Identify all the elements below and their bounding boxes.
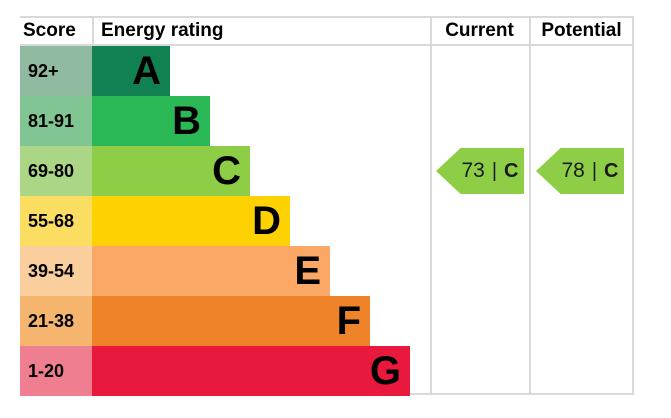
band-bar-b: B	[92, 96, 210, 146]
score-range: 69-80	[20, 146, 92, 196]
potential-score-value: 78	[561, 159, 585, 182]
current-score-value: 73	[461, 159, 485, 182]
score-range: 21-38	[20, 296, 92, 346]
band-letter: B	[172, 99, 201, 143]
table-top-border	[20, 16, 634, 18]
band-row-c: 69-80 C	[20, 146, 634, 196]
band-bar-d: D	[92, 196, 290, 246]
current-score-separator: |	[491, 159, 498, 182]
current-potential-divider	[529, 16, 531, 395]
band-letter: D	[252, 199, 281, 243]
potential-score-separator: |	[591, 159, 598, 182]
band-row-a: 92+ A	[20, 46, 634, 96]
current-column-header: Current	[445, 20, 514, 41]
band-bar-e: E	[92, 246, 330, 296]
score-column-header: Score	[23, 20, 76, 41]
band-row-f: 21-38 F	[20, 296, 634, 346]
score-range: 1-20	[20, 346, 92, 396]
potential-column-header: Potential	[541, 20, 622, 41]
band-row-d: 55-68 D	[20, 196, 634, 246]
rating-table: Score Energy rating Current Potential 92…	[20, 16, 634, 396]
current-band-letter: C	[504, 159, 519, 182]
band-bar-f: F	[92, 296, 370, 346]
band-row-b: 81-91 B	[20, 96, 634, 146]
header-bottom-border	[20, 44, 634, 46]
band-letter: C	[212, 149, 241, 193]
potential-band-letter: C	[604, 159, 619, 182]
table-right-border	[632, 16, 634, 395]
score-range: 81-91	[20, 96, 92, 146]
score-range: 39-54	[20, 246, 92, 296]
band-letter: F	[336, 299, 361, 343]
band-bar-g: G	[92, 346, 410, 396]
band-letter: G	[369, 349, 401, 393]
table-header-row: Score Energy rating Current Potential	[20, 18, 634, 44]
band-letter: A	[132, 49, 161, 93]
band-letter: E	[294, 249, 321, 293]
score-rating-divider	[92, 16, 94, 44]
band-row-e: 39-54 E	[20, 246, 634, 296]
band-bar-c: C	[92, 146, 250, 196]
band-bar-a: A	[92, 46, 170, 96]
score-range: 92+	[20, 46, 92, 96]
rating-current-divider	[430, 16, 432, 395]
band-row-g: 1-20 G	[20, 346, 634, 396]
energy-rating-column-header: Energy rating	[101, 20, 224, 41]
band-rows: 92+ A 81-91 B 69-80 C 55-68 D 39-54 E 21-38 F 1-20 G	[20, 46, 634, 396]
score-range: 55-68	[20, 196, 92, 246]
